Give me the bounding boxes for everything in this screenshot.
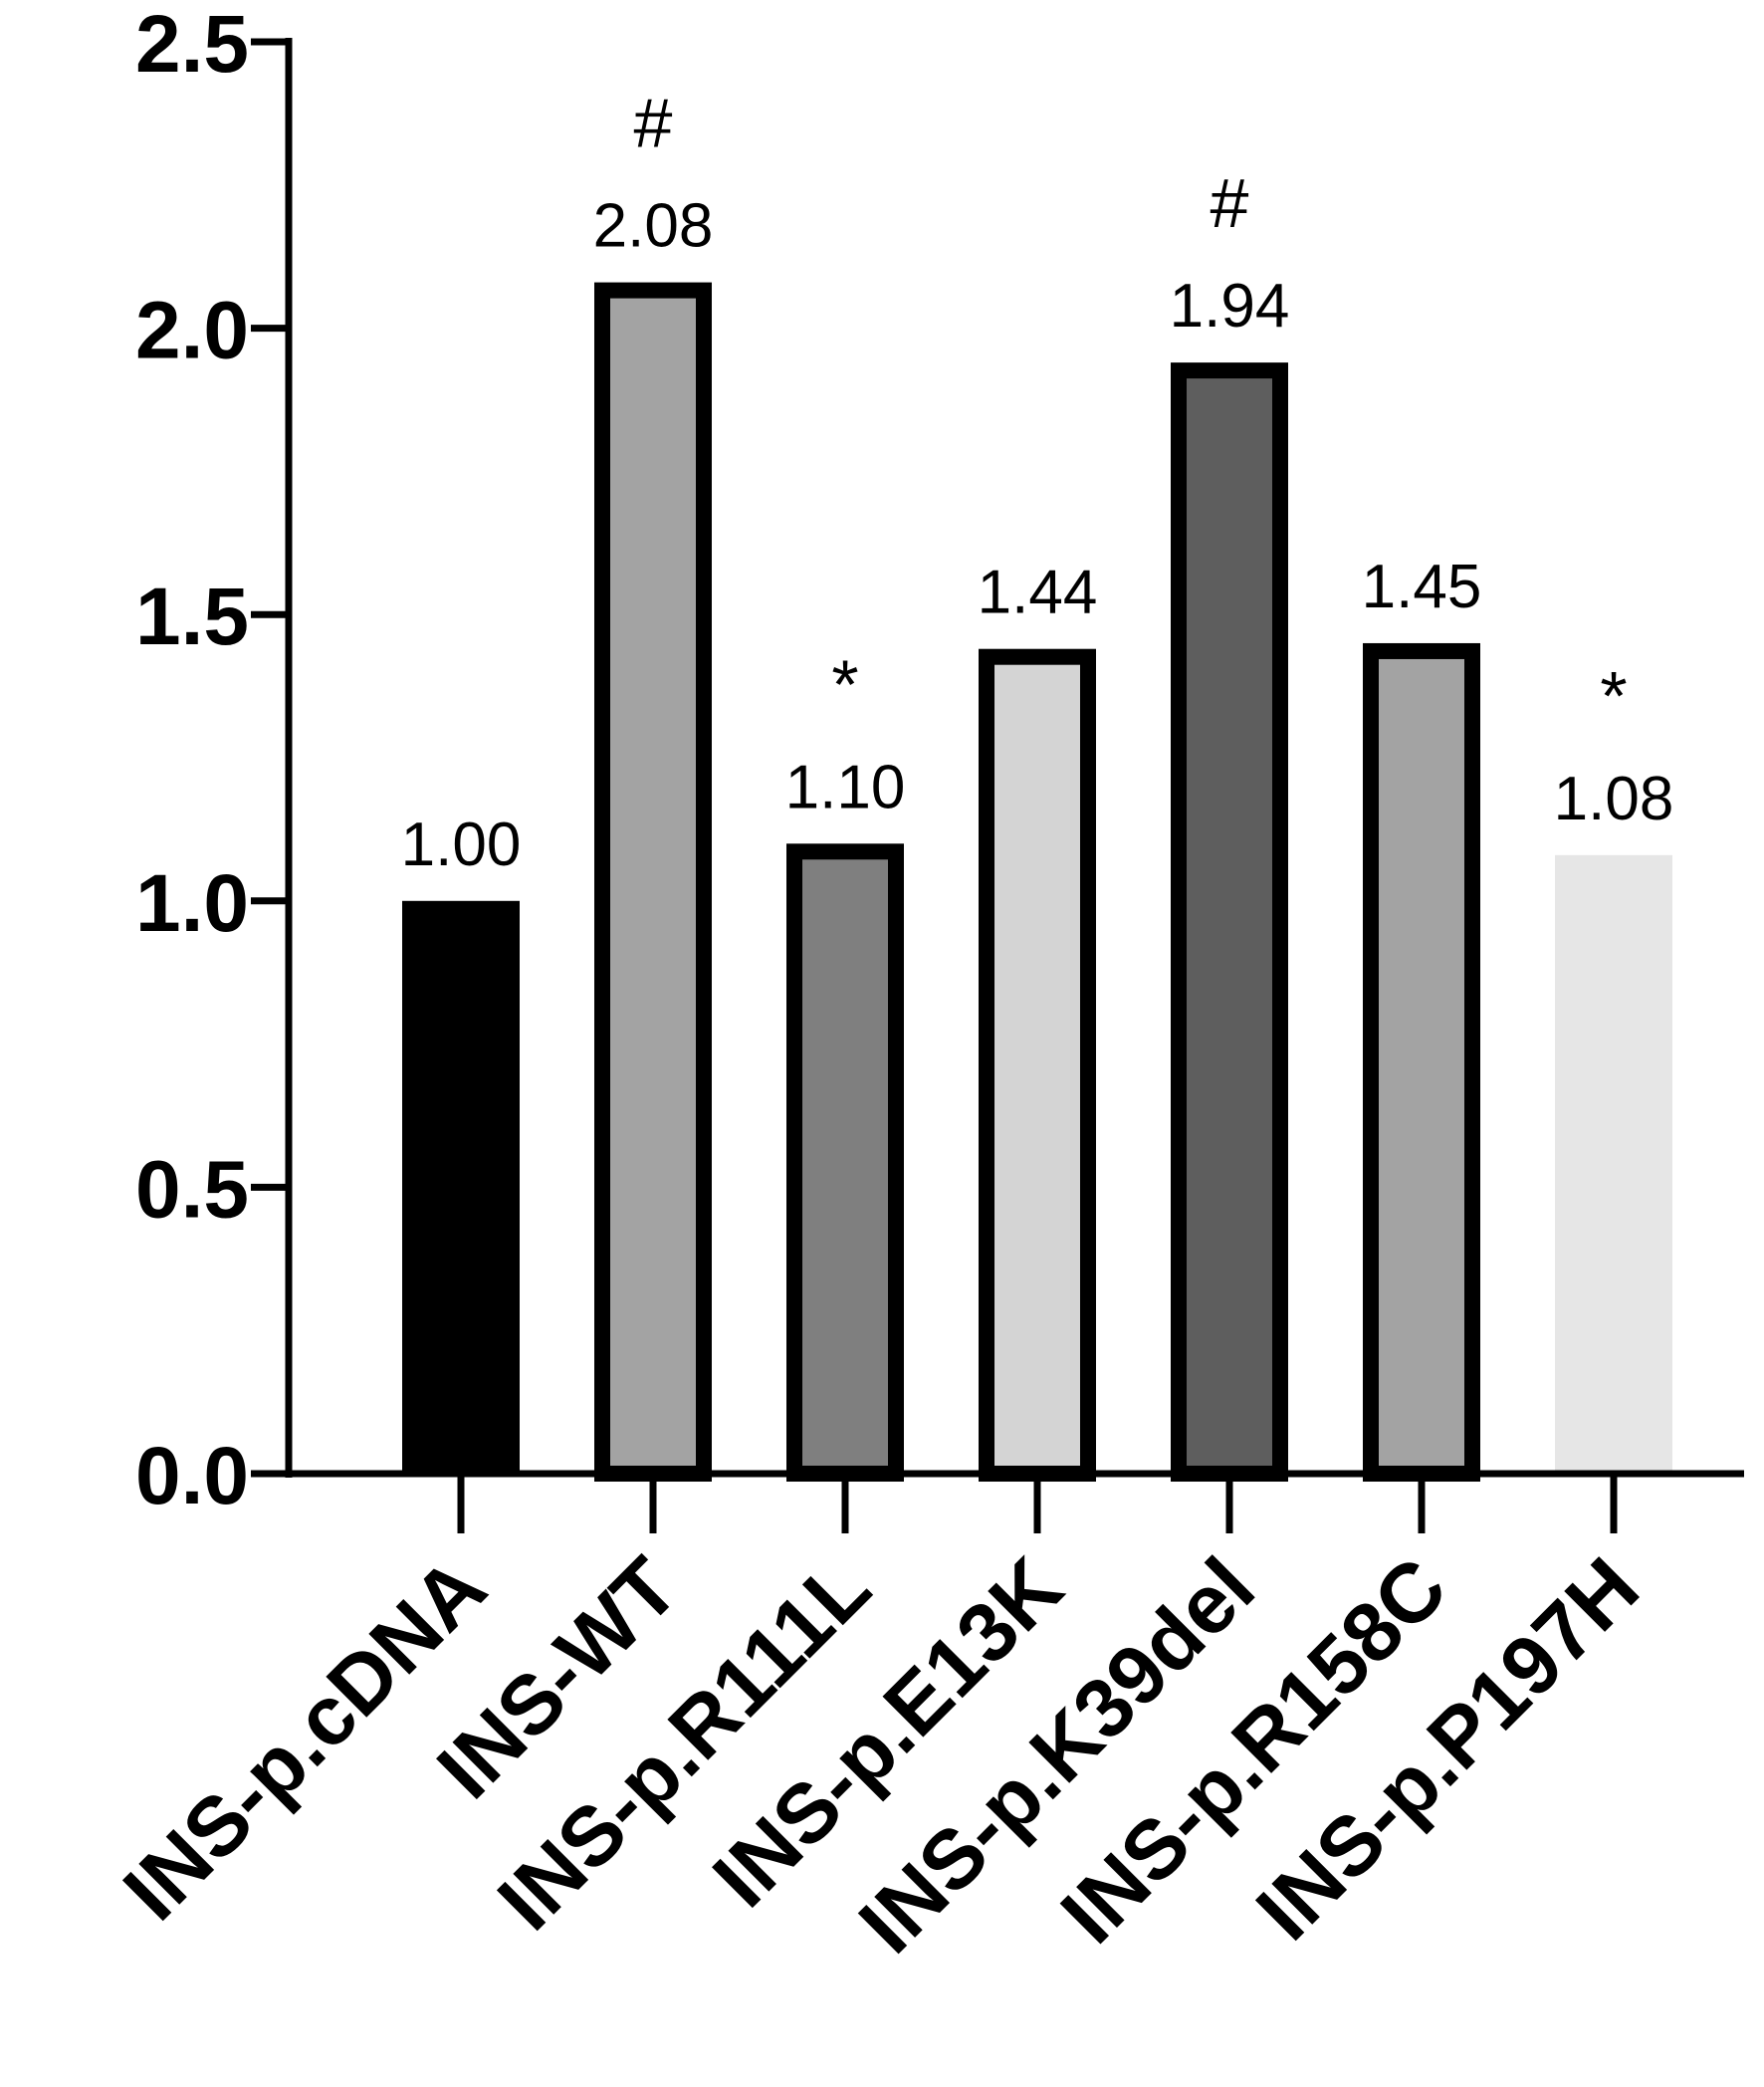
bar-7 <box>1555 854 1672 1474</box>
bar-6 <box>1363 642 1480 1482</box>
y-tick-label-2: 1.0 <box>135 858 249 949</box>
y-tick-label-5: 2.5 <box>135 0 249 90</box>
data-label-4: 1.44 <box>978 559 1098 627</box>
bar-2 <box>594 282 712 1483</box>
significance-mark-3: * <box>831 645 858 723</box>
data-label-6: 1.45 <box>1362 553 1482 621</box>
bar-3 <box>786 843 904 1482</box>
bar-4 <box>979 648 1096 1482</box>
y-tick-label-0: 0.0 <box>135 1431 249 1521</box>
data-label-3: 1.10 <box>785 753 906 821</box>
significance-mark-7: * <box>1600 657 1627 735</box>
y-tick-label-1: 0.5 <box>135 1144 249 1235</box>
data-label-2: 2.08 <box>593 192 714 261</box>
bar-5 <box>1171 362 1288 1482</box>
significance-mark-5: # <box>1211 164 1249 242</box>
data-label-5: 1.94 <box>1170 272 1290 341</box>
data-label-7: 1.08 <box>1554 765 1674 833</box>
bar-1 <box>402 900 520 1474</box>
data-label-1: 1.00 <box>401 811 522 879</box>
y-tick-label-4: 2.0 <box>135 286 249 376</box>
significance-mark-2: # <box>634 85 673 162</box>
y-tick-label-3: 1.5 <box>135 572 249 662</box>
